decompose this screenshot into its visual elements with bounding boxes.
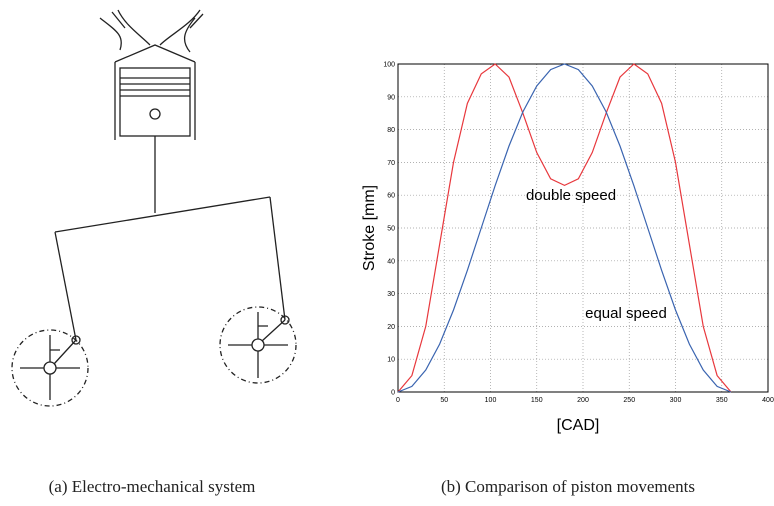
x-tick-label: 0 [396, 397, 400, 404]
y-tick-label: 0 [391, 390, 395, 397]
y-tick-label: 70 [387, 160, 395, 167]
y-tick-label: 10 [387, 357, 395, 364]
mechanism-diagram [11, 9, 297, 407]
line-series [397, 63, 732, 393]
y-tick-label: 90 [387, 94, 395, 101]
x-tick-label: 300 [670, 397, 682, 404]
chart: 0 10 20 30 40 50 60 70 80 90 100 0 50 100 150 200 250 300… [361, 62, 774, 435]
x-tick-label: 200 [577, 397, 589, 404]
y-axis-label: Stroke [mm] [361, 185, 378, 271]
y-tick-label: 40 [387, 258, 395, 265]
x-tick-label: 250 [623, 397, 635, 404]
y-tick-label: 80 [387, 127, 395, 134]
x-tick-label: 50 [440, 397, 448, 404]
y-tick-label: 20 [387, 324, 395, 331]
caption: (a) Electro-mechanical system [49, 477, 256, 496]
y-tick-label: 100 [383, 62, 395, 69]
x-tick-label: 350 [716, 397, 728, 404]
y-tick-label: 30 [387, 291, 395, 298]
series-label: double speed [526, 187, 616, 204]
x-tick-label: 150 [531, 397, 543, 404]
x-tick-label: 100 [485, 397, 497, 404]
series-label: equal speed [585, 305, 667, 322]
x-tick-label: 400 [762, 397, 774, 404]
plot-frame [397, 63, 769, 393]
x-axis-label: [CAD] [557, 417, 600, 434]
line-series [397, 63, 732, 393]
y-tick-label: 60 [387, 193, 395, 200]
caption: (b) Comparison of piston movements [441, 477, 695, 496]
y-tick-label: 50 [387, 226, 395, 233]
